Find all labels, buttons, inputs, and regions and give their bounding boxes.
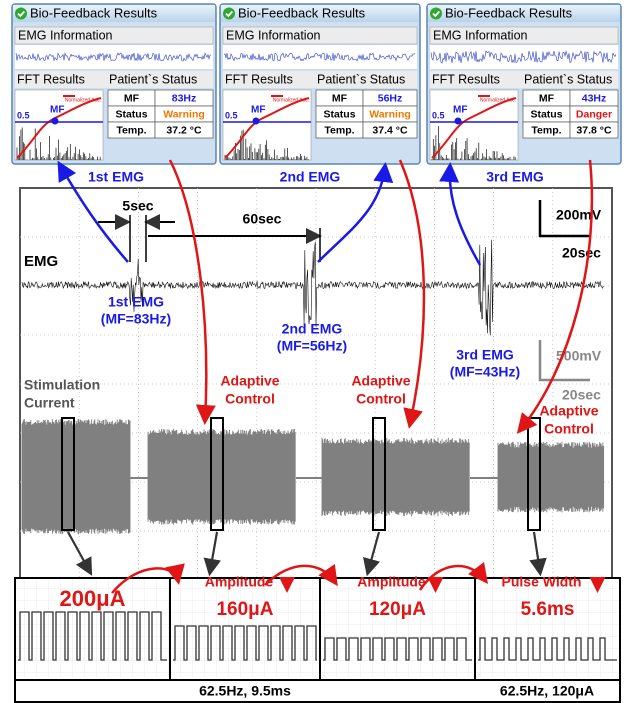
- interval-label: 60sec: [243, 211, 282, 227]
- emg-header: EMG Information: [18, 28, 113, 42]
- fft-header: FFT Results: [225, 72, 293, 86]
- status-key: MF: [539, 92, 555, 104]
- adaptive-label: Control: [356, 391, 406, 407]
- fft-header: FFT Results: [17, 72, 85, 86]
- fft-level: 0.5: [225, 110, 238, 120]
- status-key: MF: [124, 92, 140, 104]
- burst-label: 1st EMG: [108, 294, 164, 310]
- burst-label: 2nd EMG: [282, 321, 343, 337]
- emg-header: EMG Information: [226, 28, 321, 42]
- panel-title: Bio-Feedback Results: [238, 5, 366, 20]
- emg-label: EMG: [24, 253, 58, 270]
- status-header: Patient`s Status: [317, 72, 405, 86]
- status-value: 37.2 °C: [166, 124, 202, 136]
- burst-label: 3rd EMG: [456, 347, 514, 363]
- status-value: 43Hz: [582, 92, 607, 104]
- stim-label: Stimulation: [24, 377, 100, 393]
- panel-caption: 3rd EMG: [486, 169, 544, 185]
- status-header: Patient`s Status: [109, 72, 197, 86]
- burst-label: (MF=43Hz): [450, 364, 520, 380]
- status-header: Patient`s Status: [524, 72, 612, 86]
- mf-marker: [52, 118, 59, 125]
- cell-value: 5.6ms: [521, 599, 575, 620]
- mf-marker: [253, 118, 260, 125]
- stim-label: Current: [24, 395, 75, 411]
- cell-grid: [476, 580, 619, 678]
- fft-marker: MF: [50, 105, 64, 116]
- status-value: Danger: [576, 108, 612, 120]
- check-icon: [223, 8, 235, 20]
- fft-legend: Normalized Acc.: [65, 97, 101, 103]
- status-key: Status: [115, 108, 147, 120]
- scale-time: 20sec: [562, 245, 601, 261]
- status-value: 56Hz: [378, 92, 403, 104]
- interval-label: 5sec: [122, 198, 153, 214]
- cell-value: 160μA: [216, 599, 273, 620]
- fft-legend: Normalized Acc.: [273, 97, 309, 103]
- cell-change: Amplitude: [357, 574, 426, 590]
- panel-title: Bio-Feedback Results: [445, 5, 573, 20]
- adaptive-label: Control: [544, 421, 594, 437]
- status-value: Warning: [369, 108, 411, 120]
- panel-title: Bio-Feedback Results: [30, 5, 158, 20]
- scale-voltage: 200mV: [556, 207, 602, 223]
- status-value: 37.4 °C: [372, 124, 408, 136]
- fft-level: 0.5: [432, 110, 445, 120]
- cell-change: Pulse Width: [502, 574, 582, 590]
- check-icon: [430, 8, 442, 20]
- status-key: Temp.: [116, 124, 146, 136]
- figure: Bio-Feedback Results EMG Information FFT R…: [0, 0, 629, 703]
- status-value: Warning: [163, 108, 205, 120]
- mf-marker: [455, 118, 462, 125]
- check-icon: [15, 8, 27, 20]
- emg-header: EMG Information: [433, 28, 528, 42]
- status-key: Temp.: [324, 124, 354, 136]
- adaptive-label: Adaptive: [539, 403, 598, 419]
- fft-level: 0.5: [17, 110, 30, 120]
- panel-caption: 1st EMG: [88, 169, 144, 185]
- page: Bio-Feedback Results EMG Information FFT R…: [0, 0, 629, 703]
- cell-grid: [321, 580, 474, 678]
- adaptive-label: Adaptive: [220, 373, 279, 389]
- scale-time: 20sec: [562, 387, 601, 403]
- status-value: 37.8 °C: [576, 124, 612, 136]
- cell-change: Amplitude: [205, 574, 274, 590]
- status-key: Status: [530, 108, 562, 120]
- cell-value: 120μA: [369, 599, 426, 620]
- burst-label: (MF=83Hz): [101, 311, 171, 327]
- fft-marker: MF: [453, 105, 467, 116]
- adaptive-label: Adaptive: [351, 373, 410, 389]
- status-key: Temp.: [531, 124, 561, 136]
- panel-caption: 2nd EMG: [280, 169, 341, 185]
- burst-label: (MF=56Hz): [277, 338, 347, 354]
- adaptive-label: Control: [225, 391, 275, 407]
- fft-marker: MF: [251, 105, 265, 116]
- fft-legend: Normalized Acc.: [480, 97, 516, 103]
- footer-text: 62.5Hz, 9.5ms: [199, 683, 291, 699]
- cell-grid: [171, 580, 319, 678]
- status-key: Status: [323, 108, 355, 120]
- fft-header: FFT Results: [432, 72, 500, 86]
- emg-strip: [15, 45, 213, 69]
- status-key: MF: [332, 92, 348, 104]
- footer-text: 62.5Hz, 120μA: [500, 683, 594, 699]
- status-value: 83Hz: [172, 92, 197, 104]
